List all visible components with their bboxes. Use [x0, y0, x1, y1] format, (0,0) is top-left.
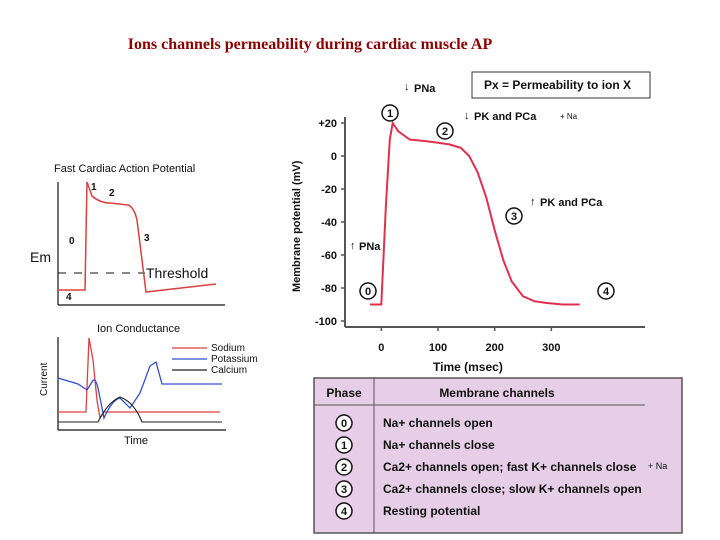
fast-ap-phase-4: 4 — [66, 292, 72, 303]
phase-table-text: Ca2+ channels open; fast K+ channels clo… — [383, 460, 637, 474]
y-tick-label: -20 — [321, 184, 337, 196]
conductance-title: Ion Conductance — [97, 323, 180, 335]
marker-2: 2 — [436, 122, 454, 140]
marker-0: 0 — [359, 282, 377, 300]
y-tick-label: -100 — [315, 316, 337, 328]
legend-calcium: Calcium — [211, 365, 247, 376]
permeability-legend-box — [471, 71, 651, 99]
fast-ap-phase-1: 1 — [91, 182, 97, 193]
main-xlabel: Time (msec) — [433, 360, 503, 374]
annotation-pk-pca-up: PK and PCa — [540, 197, 603, 209]
y-tick-label: -80 — [321, 283, 337, 295]
phase-table-text: Resting potential — [383, 504, 480, 518]
x-tick-label: 300 — [542, 342, 560, 354]
annotation-na-note: + Na — [560, 112, 578, 121]
annotation-pna-up: PNa — [359, 241, 381, 253]
legend-sodium: Sodium — [211, 343, 245, 354]
conductance-ylabel: Current — [39, 362, 50, 396]
fast-ap-phase-2: 2 — [109, 188, 115, 199]
fast-ap-phase-3: 3 — [144, 233, 150, 244]
phase-table-phase: 2 — [341, 462, 347, 474]
phase-table-header-channels: Membrane channels — [439, 386, 555, 400]
threshold-label: Threshold — [146, 265, 208, 281]
legend-potassium: Potassium — [211, 354, 258, 365]
main-ap-chart: +20 0 -20 -40 -60 -80 -100 0 100 200 300 Membrane… — [291, 71, 651, 374]
x-tick-label: 200 — [485, 342, 503, 354]
svg-text:0: 0 — [365, 286, 371, 298]
phase-table-text: Na+ channels open — [383, 416, 493, 430]
svg-text:3: 3 — [511, 211, 517, 223]
svg-text:2: 2 — [442, 126, 448, 138]
sodium-curve — [58, 337, 220, 420]
permeability-legend-text: Px = Permeability to ion X — [484, 78, 631, 92]
em-label: Em — [30, 249, 51, 265]
phase-table-text: Na+ channels close — [383, 438, 495, 452]
y-tick-label: -60 — [321, 250, 337, 262]
conductance-panel: Ion Conductance Current Time Sodium Pota… — [39, 323, 258, 447]
phase-table-phase: 0 — [341, 418, 347, 430]
annotation-pna-down: PNa — [414, 83, 436, 95]
phase-table-marker — [335, 436, 353, 454]
potassium-curve — [57, 360, 222, 421]
conductance-xlabel: Time — [124, 435, 148, 447]
fast-ap-phase-0: 0 — [69, 236, 75, 247]
phase-table: Phase Membrane channels 0 Na+ channels op… — [313, 377, 683, 534]
calcium-curve — [58, 396, 222, 423]
phase-table-phase: 1 — [341, 440, 347, 452]
fast-ap-panel: Fast Cardiac Action Potential Em Thresho… — [30, 163, 225, 306]
svg-text:1: 1 — [387, 108, 393, 120]
marker-3: 3 — [505, 207, 523, 225]
annotation-pk-pca-down: PK and PCa — [474, 111, 537, 123]
ap-series-line — [370, 120, 580, 306]
phase-table-bg — [313, 377, 683, 534]
x-tick-label: 100 — [429, 342, 447, 354]
marker-1: 1 — [381, 104, 399, 122]
y-tick-label: 0 — [331, 151, 337, 163]
up-arrow-icon: ↑ — [530, 196, 536, 208]
main-ylabel: Membrane potential (mV) — [291, 160, 303, 292]
y-axis-ticks: +20 0 -20 -40 -60 -80 -100 — [315, 118, 345, 328]
fast-ap-title: Fast Cardiac Action Potential — [54, 163, 195, 175]
down-arrow-icon: ↓ — [404, 81, 410, 93]
phase-table-header-phase: Phase — [326, 386, 362, 400]
up-arrow-icon-2: ↑ — [350, 240, 356, 252]
fast-ap-curve — [58, 181, 217, 293]
x-axis-ticks: 0 100 200 300 — [378, 327, 561, 354]
page-title: Ions channels permeability during cardia… — [127, 36, 493, 53]
phase-table-text: Ca2+ channels close; slow K+ channels op… — [383, 482, 642, 496]
x-tick-label: 0 — [378, 342, 384, 354]
phase-table-phase: 4 — [341, 506, 348, 518]
y-tick-label: -40 — [321, 217, 337, 229]
phase-table-na-note: + Na — [648, 461, 667, 471]
phase-table-marker — [335, 480, 353, 498]
phase-table-phase: 3 — [341, 484, 347, 496]
marker-4: 4 — [597, 282, 615, 300]
phase-table-marker — [335, 414, 353, 432]
phase-table-marker — [335, 502, 353, 520]
phase-table-marker — [335, 458, 353, 476]
down-arrow-icon-2: ↓ — [464, 110, 470, 122]
svg-text:4: 4 — [603, 286, 610, 298]
y-tick-label: +20 — [318, 118, 337, 130]
